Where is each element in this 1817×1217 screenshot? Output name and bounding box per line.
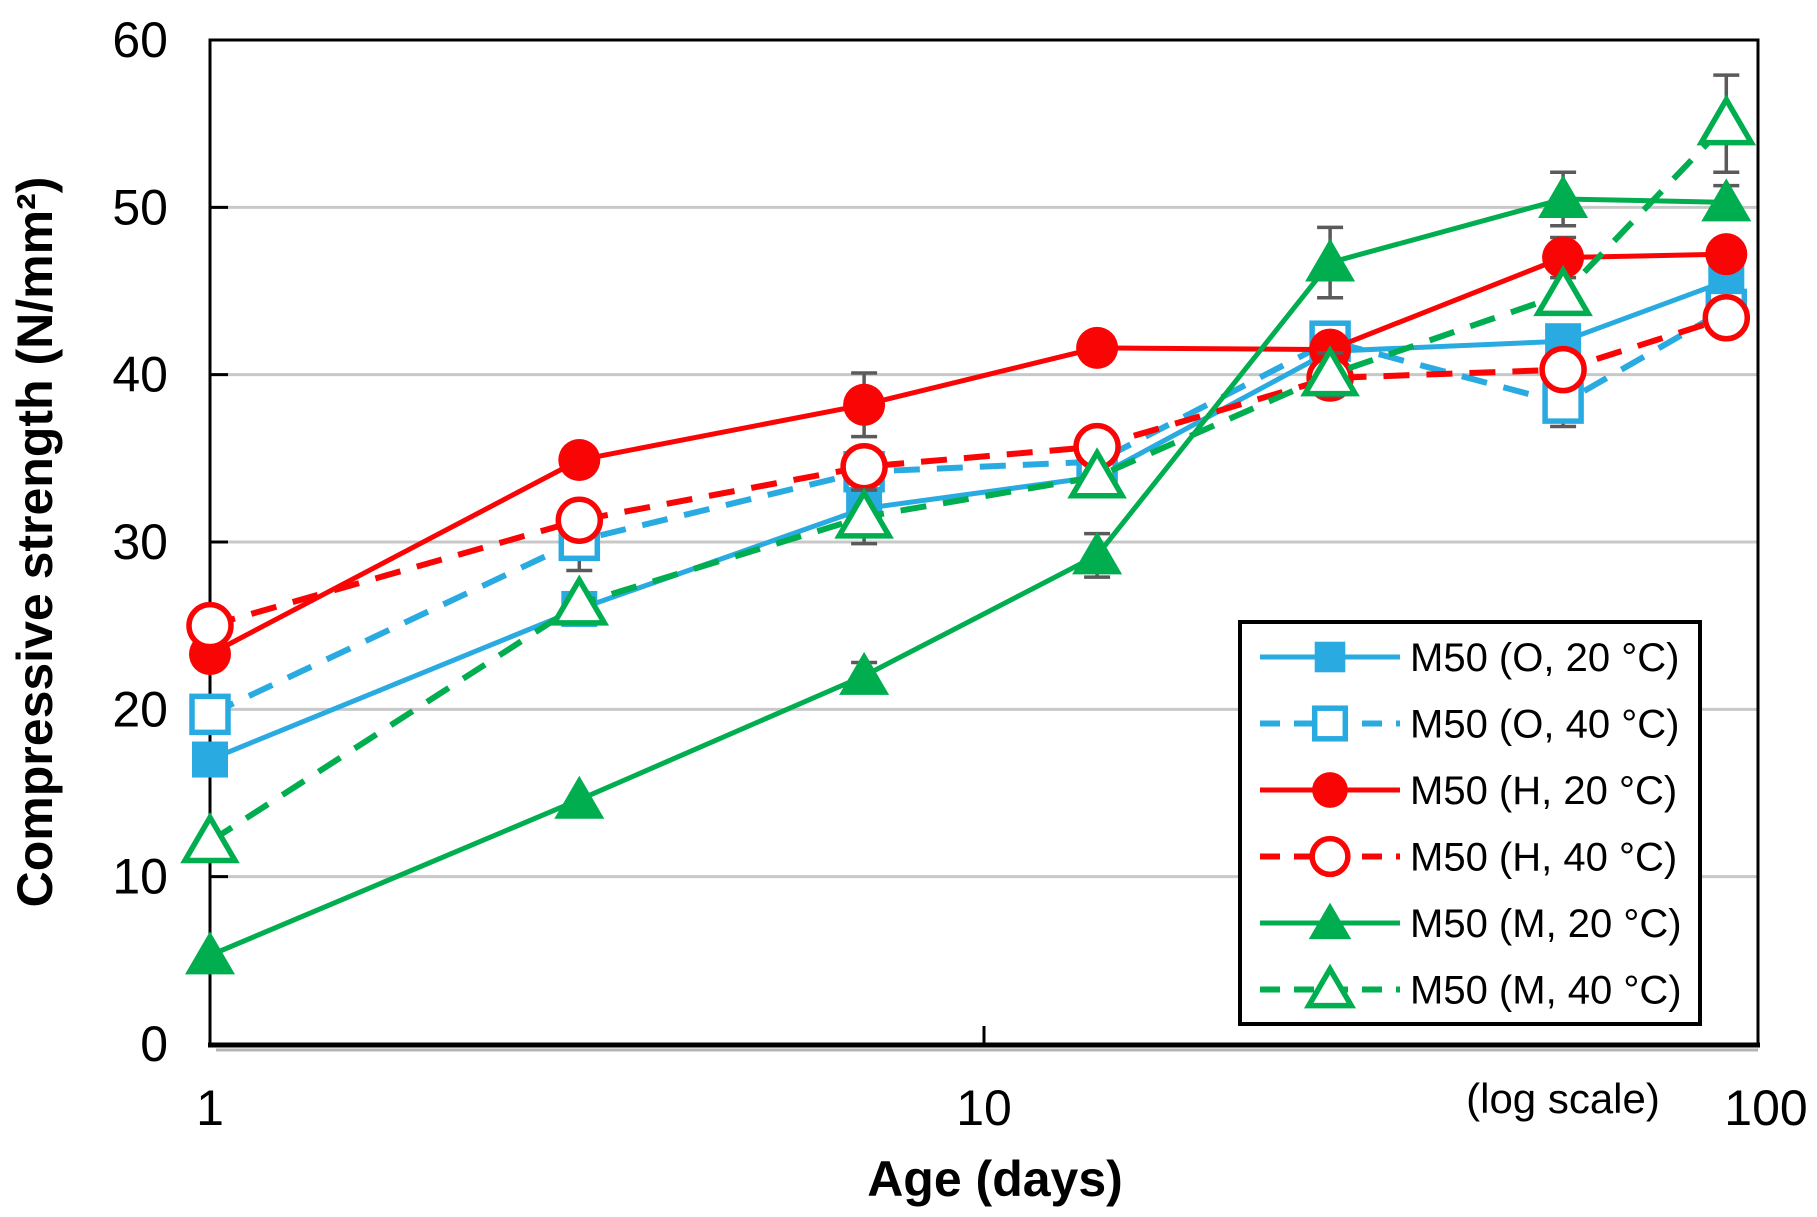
y-tick-label: 30 bbox=[112, 514, 168, 570]
x-tick-label: 1 bbox=[196, 1080, 224, 1136]
y-tick-label: 60 bbox=[112, 12, 168, 68]
y-axis-title: Compressive strength (N/mm²) bbox=[7, 177, 63, 908]
marker-M20 bbox=[839, 651, 890, 695]
legend-label-O20: M50 (O, 20 °C) bbox=[1410, 636, 1679, 680]
marker-O40 bbox=[189, 693, 231, 736]
marker-M40 bbox=[1067, 447, 1127, 499]
marker-H40 bbox=[840, 442, 888, 491]
marker-M20 bbox=[1305, 238, 1356, 282]
marker-H40 bbox=[555, 496, 604, 544]
marker-M40 bbox=[1303, 963, 1357, 1009]
legend-box bbox=[1238, 620, 1702, 1026]
marker-M40 bbox=[834, 487, 894, 539]
y-tick-label: 20 bbox=[112, 681, 168, 737]
marker-O40 bbox=[1311, 705, 1349, 742]
marker-M20 bbox=[1538, 174, 1589, 218]
x-tick-label: 100 bbox=[1724, 1080, 1807, 1136]
series-line-H40 bbox=[209, 314, 1728, 629]
marker-H20 bbox=[1312, 772, 1348, 808]
marker-H40 bbox=[186, 601, 234, 650]
legend-label-M20: M50 (M, 20 °C) bbox=[1410, 902, 1682, 946]
marker-M40 bbox=[1696, 94, 1757, 146]
legend-label-H40: M50 (H, 40 °C) bbox=[1410, 836, 1677, 880]
marker-H20 bbox=[843, 383, 886, 426]
series-line-H20 bbox=[208, 251, 1727, 657]
marker-O20 bbox=[192, 741, 228, 778]
marker-H20 bbox=[558, 439, 601, 482]
marker-M20 bbox=[1701, 178, 1752, 222]
marker-M20 bbox=[185, 931, 235, 975]
chart-generated-content: 0 10 20 30 40 50 60 1 10 100 M50 (O, 20 °C) M50 (O,… bbox=[112, 12, 1807, 1136]
y-tick-label: 0 bbox=[140, 1016, 168, 1072]
marker-H40 bbox=[1539, 345, 1587, 394]
legend-label-M40: M50 (M, 40 °C) bbox=[1410, 969, 1682, 1013]
marker-M20 bbox=[1072, 531, 1123, 575]
marker-H40 bbox=[1702, 294, 1751, 342]
marker-M40 bbox=[180, 812, 240, 864]
marker-O20 bbox=[1314, 641, 1346, 673]
legend-label-O40: M50 (O, 40 °C) bbox=[1410, 703, 1679, 747]
marker-M20 bbox=[1308, 902, 1352, 940]
marker-M40 bbox=[1533, 264, 1593, 317]
x-tick-label: 10 bbox=[956, 1080, 1012, 1136]
marker-H20 bbox=[1076, 326, 1119, 369]
y-tick-label: 50 bbox=[112, 179, 168, 235]
legend-label-H20: M50 (H, 20 °C) bbox=[1410, 769, 1677, 813]
y-tick-label: 10 bbox=[112, 849, 168, 905]
marker-M20 bbox=[554, 775, 605, 819]
marker-M40 bbox=[1300, 345, 1360, 397]
marker-H40 bbox=[1309, 835, 1351, 878]
log-scale-note: (log scale) bbox=[1466, 1075, 1660, 1122]
marker-H20 bbox=[1542, 236, 1585, 279]
y-tick-label: 40 bbox=[112, 347, 168, 403]
x-axis-title: Age (days) bbox=[867, 1151, 1123, 1207]
marker-H20 bbox=[1705, 233, 1748, 276]
marker-M40 bbox=[549, 574, 610, 626]
